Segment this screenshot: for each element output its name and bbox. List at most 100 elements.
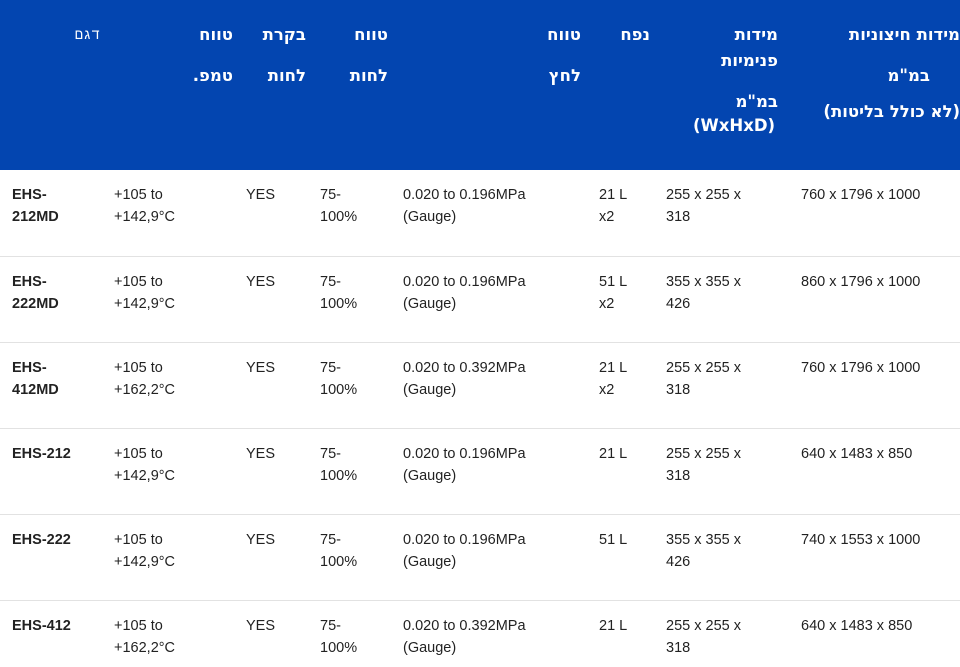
cell-line: x2 (599, 295, 615, 312)
cell-external-dims: 860 x 1796 x 1000 (778, 256, 960, 342)
table-row: EHS- 212MD +105 to +142,9°C YES 75- 100% 0.020 … (0, 170, 960, 256)
table-row: EHS-412 +105 to +162,2°C YES 75- 100% 0.020 to… (0, 600, 960, 667)
cell-volume: 21 L x2 (581, 170, 650, 256)
cell-line: 355 x 355 x (666, 531, 741, 548)
cell-line: EHS- (12, 359, 47, 376)
cell-line: +162,2°C (114, 381, 176, 398)
cell-model: EHS- 412MD (0, 342, 100, 428)
header-humidity-range: טווח לחות (349, 25, 388, 85)
cell-line: (Gauge) (403, 381, 457, 398)
cell-temp: +105 to +142,9°C (100, 428, 233, 514)
header-external-dims: מידות חיצוניות במ"מ (לא כולל בליטות) (823, 25, 960, 121)
cell-line: 412MD (12, 381, 59, 398)
cell-external-dims: 760 x 1796 x 1000 (778, 170, 960, 256)
cell-line: YES (246, 617, 276, 634)
cell-humidity-control: YES (233, 600, 306, 667)
cell-line: 222MD (12, 295, 59, 312)
cell-line: +142,9°C (114, 553, 176, 570)
cell-line: 51 L (599, 531, 628, 548)
cell-line: 21 L (599, 187, 628, 203)
cell-model: EHS- 222MD (0, 256, 100, 342)
cell-line: 75- (320, 273, 341, 290)
cell-humidity-range: 75- 100% (306, 256, 388, 342)
cell-line: 100% (320, 553, 358, 570)
cell-line: 255 x 255 x (666, 445, 741, 462)
cell-humidity-range: 75- 100% (306, 170, 388, 256)
cell-line: x2 (599, 209, 615, 225)
cell-line: 640 x 1483 x 850 (801, 445, 913, 462)
cell-line: 75- (320, 187, 341, 203)
cell-humidity-control: YES (233, 342, 306, 428)
cell-line: +105 to (114, 359, 163, 376)
cell-internal-dims: 255 x 255 x 318 (650, 170, 778, 256)
cell-line: EHS-412 (12, 617, 71, 634)
cell-humidity-range: 75- 100% (306, 428, 388, 514)
cell-line: +142,9°C (114, 295, 176, 312)
cell-line: +105 to (114, 531, 163, 548)
cell-line: (Gauge) (403, 553, 457, 570)
cell-line: 75- (320, 359, 341, 376)
cell-line: 0.020 to 0.196MPa (403, 445, 526, 462)
cell-temp: +105 to +162,2°C (100, 600, 233, 667)
cell-line: 100% (320, 381, 358, 398)
cell-line: 21 L (599, 445, 628, 462)
cell-model: EHS-412 (0, 600, 100, 667)
cell-pressure: 0.020 to 0.392MPa (Gauge) (388, 600, 581, 667)
cell-line: EHS-212 (12, 445, 71, 462)
cell-line: 318 (666, 639, 691, 656)
cell-line: +105 to (114, 273, 163, 290)
cell-internal-dims: 355 x 355 x 426 (650, 256, 778, 342)
cell-line: x2 (599, 381, 615, 398)
cell-line: 860 x 1796 x 1000 (801, 273, 921, 290)
cell-humidity-range: 75- 100% (306, 514, 388, 600)
cell-line: (Gauge) (403, 639, 457, 656)
table-body: EHS- 212MD +105 to +142,9°C YES 75- 100% 0.020 … (0, 170, 960, 667)
cell-humidity-range: 75- 100% (306, 600, 388, 667)
cell-humidity-control: YES (233, 256, 306, 342)
cell-volume: 51 L (581, 514, 650, 600)
cell-internal-dims: 255 x 255 x 318 (650, 342, 778, 428)
cell-line: 640 x 1483 x 850 (801, 617, 913, 634)
cell-line: YES (246, 531, 276, 548)
cell-line: 0.020 to 0.196MPa (403, 187, 526, 203)
cell-line: 255 x 255 x (666, 617, 741, 634)
cell-line: 100% (320, 295, 358, 312)
table-row: EHS- 412MD +105 to +162,2°C YES 75- 100% 0.020 … (0, 342, 960, 428)
cell-line: 255 x 255 x (666, 187, 741, 203)
cell-line: (Gauge) (403, 295, 457, 312)
table-row: EHS-212 +105 to +142,9°C YES 75- 100% 0.020 to… (0, 428, 960, 514)
cell-pressure: 0.020 to 0.196MPa (Gauge) (388, 256, 581, 342)
cell-line: 0.020 to 0.196MPa (403, 531, 526, 548)
cell-pressure: 0.020 to 0.196MPa (Gauge) (388, 514, 581, 600)
cell-internal-dims: 255 x 255 x 318 (650, 428, 778, 514)
cell-pressure: 0.020 to 0.196MPa (Gauge) (388, 428, 581, 514)
cell-line: 75- (320, 617, 341, 634)
cell-volume: 51 L x2 (581, 256, 650, 342)
cell-pressure: 0.020 to 0.196MPa (Gauge) (388, 170, 581, 256)
cell-humidity-control: YES (233, 514, 306, 600)
header-volume: נפח (620, 25, 650, 44)
cell-line: EHS-222 (12, 531, 71, 548)
cell-external-dims: 640 x 1483 x 850 (778, 600, 960, 667)
cell-temp: +105 to +162,2°C (100, 342, 233, 428)
cell-external-dims: 640 x 1483 x 850 (778, 428, 960, 514)
cell-volume: 21 L x2 (581, 342, 650, 428)
cell-line: YES (246, 359, 276, 376)
cell-line: +105 to (114, 445, 163, 462)
cell-line: YES (246, 273, 276, 290)
cell-temp: +105 to +142,9°C (100, 170, 233, 256)
cell-humidity-control: YES (233, 428, 306, 514)
cell-line: 0.020 to 0.392MPa (403, 359, 526, 376)
cell-line: 318 (666, 209, 691, 225)
cell-line: +105 to (114, 617, 163, 634)
cell-volume: 21 L (581, 428, 650, 514)
cell-line: YES (246, 187, 276, 203)
cell-line: 318 (666, 381, 691, 398)
table-row: EHS-222 +105 to +142,9°C YES 75- 100% 0.020 to… (0, 514, 960, 600)
cell-temp: +105 to +142,9°C (100, 256, 233, 342)
cell-temp: +105 to +142,9°C (100, 514, 233, 600)
header-temp-range: טווח טמפ. (192, 25, 233, 85)
header-humidity-control: בקרת לחות (262, 25, 306, 85)
cell-line: 100% (320, 467, 358, 484)
cell-pressure: 0.020 to 0.392MPa (Gauge) (388, 342, 581, 428)
